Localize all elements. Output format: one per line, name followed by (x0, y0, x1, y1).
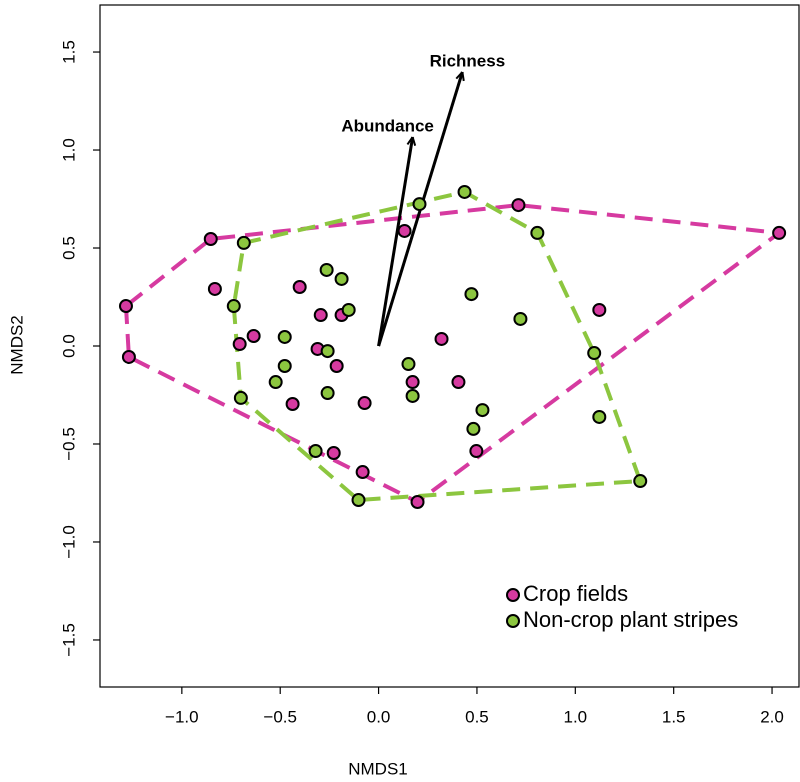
point (268, 375, 283, 390)
point (475, 403, 490, 418)
point (351, 493, 366, 508)
x-tick-label: 0.5 (465, 707, 489, 726)
y-tick-label: −1.5 (59, 623, 78, 657)
point (320, 386, 335, 401)
point (412, 197, 427, 212)
x-axis-title: NMDS1 (348, 759, 408, 778)
point (405, 375, 420, 390)
x-tick-label: −1.0 (165, 707, 199, 726)
point (285, 397, 300, 412)
point (451, 375, 466, 390)
point (233, 390, 248, 405)
legend-label: Crop fields (523, 581, 628, 606)
point (592, 302, 607, 317)
x-tick-label: −0.5 (263, 707, 297, 726)
y-tick-label: −0.5 (59, 427, 78, 461)
y-tick-label: 0.5 (59, 236, 78, 260)
arrow-head (455, 71, 464, 80)
arrow-head (411, 136, 417, 147)
point (246, 329, 261, 344)
point (319, 262, 334, 277)
legend-marker (506, 614, 520, 628)
point (513, 311, 528, 326)
point (464, 287, 479, 302)
plot-frame (99, 4, 800, 688)
y-tick-label: 1.5 (59, 40, 78, 64)
legend-marker (506, 588, 520, 602)
point (469, 444, 484, 459)
point (592, 409, 607, 424)
arrow-head (406, 136, 414, 146)
x-tick-label: 2.0 (760, 707, 784, 726)
point (530, 225, 545, 240)
y-tick-label: 0.0 (59, 334, 78, 358)
point (341, 302, 356, 317)
point (511, 198, 526, 213)
point (118, 299, 133, 314)
point (329, 358, 344, 373)
point (405, 388, 420, 403)
arrow (377, 136, 415, 347)
y-axis-title: NMDS2 (7, 315, 26, 375)
point (466, 421, 481, 436)
point (587, 346, 602, 361)
point (357, 396, 372, 411)
point (334, 271, 349, 286)
x-tick-label: 1.5 (662, 707, 686, 726)
point (457, 184, 472, 199)
point (203, 231, 218, 246)
point (320, 344, 335, 359)
legend-label: Non-crop plant stripes (523, 607, 738, 632)
point (633, 474, 648, 489)
point (397, 223, 412, 238)
point (401, 357, 416, 372)
arrow-label: Richness (430, 52, 506, 71)
point (277, 358, 292, 373)
point (355, 465, 370, 480)
point (410, 494, 425, 509)
y-tick-label: −1.0 (59, 525, 78, 559)
y-tick-label: 1.0 (59, 138, 78, 162)
point (772, 225, 787, 240)
point (292, 280, 307, 295)
point (313, 308, 328, 323)
point (434, 331, 449, 346)
arrow-label: Abundance (341, 117, 434, 136)
point (277, 329, 292, 344)
x-tick-label: 1.0 (563, 707, 587, 726)
point (232, 337, 247, 352)
point (308, 444, 323, 459)
point (236, 235, 251, 250)
hull (231, 189, 644, 503)
x-tick-label: 0.0 (367, 707, 391, 726)
point (226, 299, 241, 314)
point (121, 349, 136, 364)
point (207, 281, 222, 296)
point (326, 446, 341, 461)
arrow-head (461, 71, 465, 82)
hull (123, 203, 785, 505)
